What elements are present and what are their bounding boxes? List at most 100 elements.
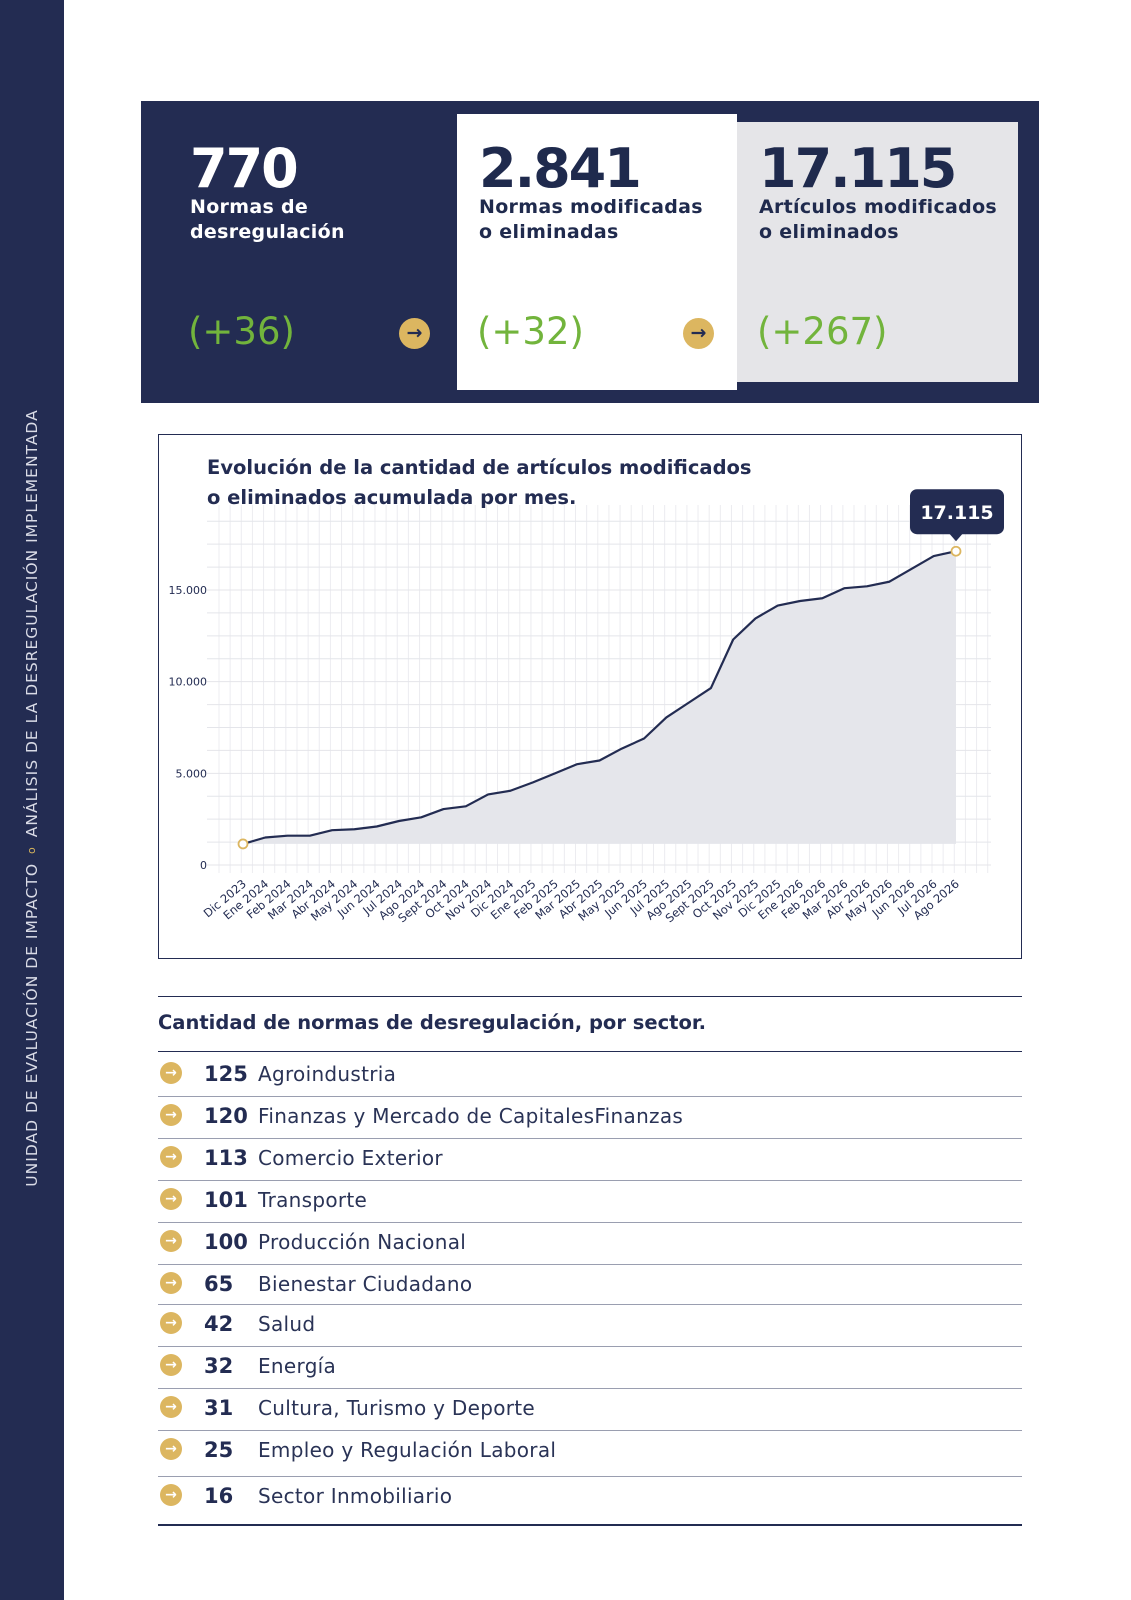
stat-delta: (+32) bbox=[477, 310, 584, 353]
stat-label-line1: Normas modificadas bbox=[479, 196, 703, 218]
list-item: → 32 Energía bbox=[158, 1347, 1022, 1389]
stat-label-line2: o eliminados bbox=[759, 221, 899, 243]
list-item: → 101 Transporte bbox=[158, 1181, 1022, 1223]
stat-card-normas-desregulacion: 770 Normas de desregulación (+36) → bbox=[141, 101, 452, 403]
sector-count: 125 bbox=[204, 1062, 248, 1086]
section-divider bbox=[158, 1051, 1022, 1052]
list-item: → 25 Empleo y Regulación Laboral bbox=[158, 1431, 1022, 1477]
row-divider bbox=[158, 1180, 1022, 1181]
row-divider bbox=[158, 1524, 1022, 1526]
stat-number: 2.841 bbox=[479, 137, 642, 200]
list-item: → 125 Agroindustria bbox=[158, 1055, 1022, 1097]
sector-name: Empleo y Regulación Laboral bbox=[258, 1438, 557, 1462]
sector-count: 65 bbox=[204, 1272, 234, 1296]
arrow-right-icon[interactable]: → bbox=[683, 318, 714, 349]
row-divider bbox=[158, 1388, 1022, 1389]
sector-name: Energía bbox=[258, 1354, 337, 1378]
series-line bbox=[242, 550, 957, 845]
arrow-right-icon: → bbox=[160, 1272, 182, 1294]
stat-card-articulos-modificados: 17.115 Artículos modificados o eliminado… bbox=[737, 122, 1018, 382]
data-point bbox=[237, 838, 249, 850]
stat-delta: (+267) bbox=[757, 310, 888, 353]
sector-count: 31 bbox=[204, 1396, 234, 1420]
row-divider bbox=[158, 1304, 1022, 1305]
stat-label-line1: Normas de bbox=[190, 196, 309, 218]
row-divider bbox=[158, 1346, 1022, 1347]
arrow-right-icon: → bbox=[160, 1062, 182, 1084]
stat-label-line2: desregulación bbox=[190, 221, 345, 243]
sector-count: 16 bbox=[204, 1484, 234, 1508]
row-divider bbox=[158, 1222, 1022, 1223]
value-callout-label: 17.115 bbox=[920, 502, 993, 524]
sector-count: 113 bbox=[204, 1146, 248, 1170]
sector-count: 25 bbox=[204, 1438, 234, 1462]
chart-title-line1: Evolución de la cantidad de artículos mo… bbox=[207, 456, 752, 479]
y-tick-label: 5.000 bbox=[176, 767, 208, 780]
sector-count: 42 bbox=[204, 1312, 234, 1336]
arrow-right-icon: → bbox=[160, 1230, 182, 1252]
sector-count: 101 bbox=[204, 1188, 248, 1212]
sector-name: Agroindustria bbox=[258, 1062, 397, 1086]
y-tick-label: 15.000 bbox=[169, 584, 208, 597]
sidebar-title-right: ANÁLISIS DE LA DESREGULACIÓN IMPLEMENTAD… bbox=[23, 409, 41, 838]
arrow-right-icon: → bbox=[160, 1104, 182, 1126]
stat-number: 770 bbox=[190, 137, 299, 200]
list-item: → 100 Producción Nacional bbox=[158, 1223, 1022, 1265]
list-item: → 42 Salud bbox=[158, 1305, 1022, 1347]
stat-label-line2: o eliminadas bbox=[479, 221, 619, 243]
row-divider bbox=[158, 1476, 1022, 1477]
sector-name: Sector Inmobiliario bbox=[258, 1484, 453, 1508]
sidebar-title-left: UNIDAD DE EVALUACIÓN DE IMPACTO bbox=[23, 862, 41, 1187]
arrow-right-icon[interactable]: → bbox=[399, 318, 430, 349]
value-callout bbox=[910, 489, 1004, 535]
sidebar: UNIDAD DE EVALUACIÓN DE IMPACTO o ANÁLISIS… bbox=[0, 0, 64, 1600]
sector-name: Finanzas y Mercado de CapitalesFinanzas bbox=[258, 1104, 684, 1128]
arrow-right-icon: → bbox=[160, 1484, 182, 1506]
sector-name: Bienestar Ciudadano bbox=[258, 1272, 473, 1296]
sidebar-vertical-title: UNIDAD DE EVALUACIÓN DE IMPACTO o ANÁLISIS… bbox=[23, 409, 41, 1186]
sector-title: Cantidad de normas de desregulación, por… bbox=[158, 1011, 707, 1034]
stat-card-normas-modificadas: 2.841 Normas modificadas o eliminadas (+… bbox=[457, 114, 737, 390]
stat-number: 17.115 bbox=[759, 137, 957, 200]
chart-title: Evolución de la cantidad de artículos mo… bbox=[207, 453, 807, 513]
stat-delta: (+36) bbox=[188, 310, 295, 353]
chart-container: Evolución de la cantidad de artículos mo… bbox=[158, 434, 1022, 959]
arrow-right-icon: → bbox=[160, 1312, 182, 1334]
row-divider bbox=[158, 1138, 1022, 1139]
y-tick-label: 0 bbox=[200, 859, 207, 872]
y-tick-label: 10.000 bbox=[169, 676, 208, 689]
sector-count: 100 bbox=[204, 1230, 248, 1254]
sector-name: Producción Nacional bbox=[258, 1230, 467, 1254]
sidebar-separator: o bbox=[25, 846, 38, 854]
area-fill bbox=[243, 551, 956, 844]
chart-title-line2: o eliminados acumulada por mes. bbox=[207, 486, 577, 509]
stat-label-line1: Artículos modificados bbox=[759, 196, 998, 218]
list-item: → 16 Sector Inmobiliario bbox=[158, 1477, 1022, 1526]
row-divider bbox=[158, 1096, 1022, 1097]
sector-name: Transporte bbox=[258, 1188, 368, 1212]
list-item: → 65 Bienestar Ciudadano bbox=[158, 1265, 1022, 1305]
stat-label: Normas de desregulación bbox=[190, 195, 345, 245]
list-item: → 113 Comercio Exterior bbox=[158, 1139, 1022, 1181]
arrow-right-icon: → bbox=[160, 1354, 182, 1376]
sector-count: 32 bbox=[204, 1354, 234, 1378]
stats-panel: 770 Normas de desregulación (+36) → 2.84… bbox=[141, 101, 1039, 403]
arrow-right-icon: → bbox=[160, 1146, 182, 1168]
row-divider bbox=[158, 1430, 1022, 1431]
arrow-right-icon: → bbox=[160, 1438, 182, 1460]
value-callout-pointer bbox=[949, 533, 963, 542]
row-divider bbox=[158, 1264, 1022, 1265]
list-item: → 31 Cultura, Turismo y Deporte bbox=[158, 1389, 1022, 1431]
data-point bbox=[950, 545, 962, 557]
arrow-right-icon: → bbox=[160, 1188, 182, 1210]
arrow-right-icon: → bbox=[160, 1396, 182, 1418]
stat-label: Artículos modificados o eliminados bbox=[759, 195, 997, 245]
stat-label: Normas modificadas o eliminadas bbox=[479, 195, 703, 245]
sector-name: Cultura, Turismo y Deporte bbox=[258, 1396, 536, 1420]
section-divider bbox=[158, 996, 1022, 997]
sector-name: Salud bbox=[258, 1312, 316, 1336]
sector-count: 120 bbox=[204, 1104, 248, 1128]
list-item: → 120 Finanzas y Mercado de CapitalesFinan… bbox=[158, 1097, 1022, 1139]
sector-name: Comercio Exterior bbox=[258, 1146, 443, 1170]
